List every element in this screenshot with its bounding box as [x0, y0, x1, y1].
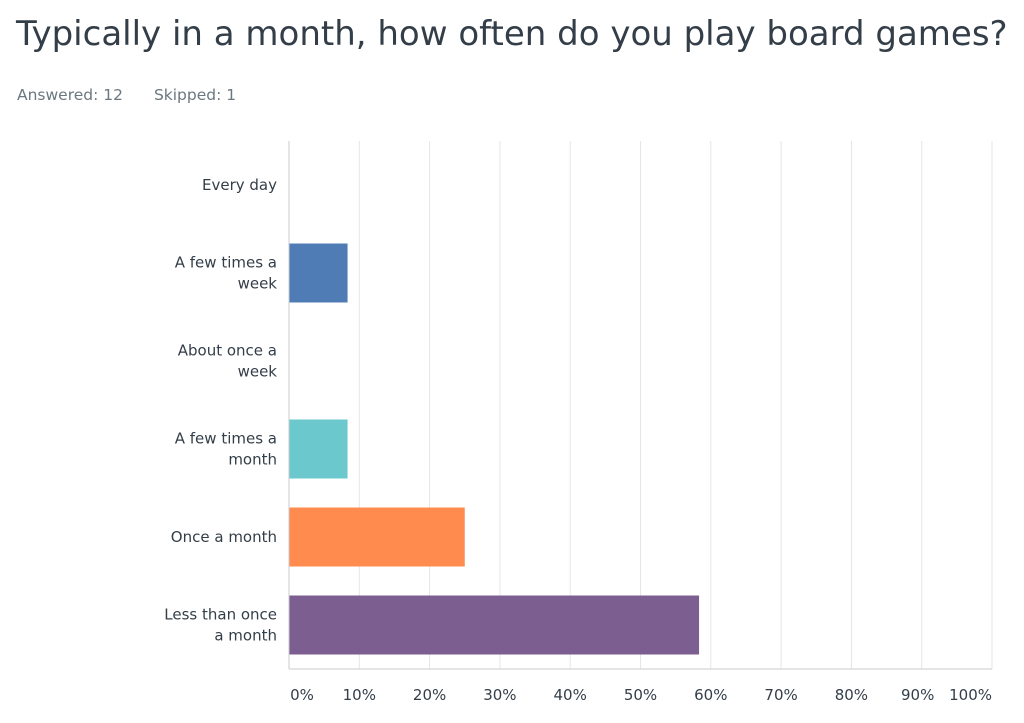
- x-tick-label-4: 40%: [554, 686, 587, 704]
- bars: [289, 243, 700, 655]
- bar-1[interactable]: [289, 243, 348, 303]
- answered-count: Answered: 12: [17, 86, 123, 104]
- x-axis-tick-labels: 0% 10% 20% 30% 40% 50% 60% 70% 80% 90% 100%: [290, 686, 992, 704]
- x-tick-label-7: 70%: [764, 686, 797, 704]
- x-tick-label-2: 20%: [413, 686, 446, 704]
- question-title: Typically in a month, how often do you p…: [16, 14, 1008, 54]
- x-tick-label-5: 50%: [624, 686, 657, 704]
- category-labels: Every day A few times a week About once a we…: [164, 176, 277, 645]
- response-stats: Answered: 12 Skipped: 1: [17, 86, 236, 104]
- x-tick-label-10: 100%: [949, 686, 992, 704]
- category-label-3-line-0: A few times a: [175, 430, 277, 448]
- gridlines: [358, 141, 993, 669]
- x-tick-label-0: 0%: [290, 686, 314, 704]
- skipped-count: Skipped: 1: [153, 86, 237, 104]
- x-tick-label-9: 90%: [901, 686, 934, 704]
- x-tick-label-8: 80%: [835, 686, 868, 704]
- category-label-1-line-0: A few times a: [175, 254, 277, 272]
- category-label-2-line-0: About once a: [178, 342, 277, 360]
- category-label-2-line-1: week: [238, 363, 278, 381]
- bar-4[interactable]: [289, 507, 465, 567]
- axes: [288, 141, 992, 670]
- x-tick-label-6: 60%: [694, 686, 727, 704]
- x-tick-label-3: 30%: [483, 686, 516, 704]
- category-label-1-line-1: week: [238, 275, 278, 293]
- category-label-0-line-0: Every day: [202, 176, 277, 194]
- category-label-4-line-0: Once a month: [171, 528, 277, 546]
- category-label-5-line-0: Less than once: [164, 606, 277, 624]
- category-label-5-line-1: a month: [214, 627, 277, 645]
- x-tick-label-1: 10%: [343, 686, 376, 704]
- category-label-3-line-1: month: [228, 451, 277, 469]
- bar-5[interactable]: [289, 595, 700, 655]
- bar-3[interactable]: [289, 419, 348, 479]
